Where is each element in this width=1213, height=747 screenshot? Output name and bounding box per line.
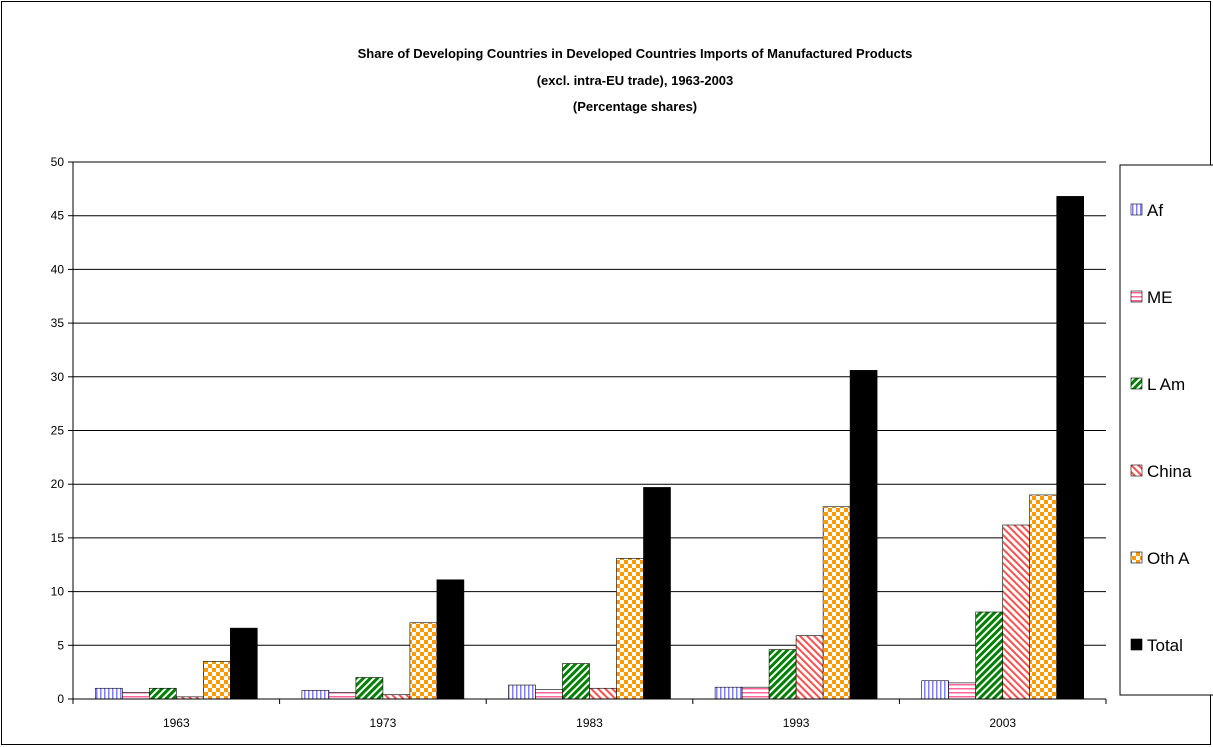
- legend-box: [1119, 164, 1213, 696]
- bar-total-2003: [1056, 196, 1084, 700]
- bar-l-am-1983: [562, 663, 590, 700]
- bar-l-am-1963: [149, 687, 177, 700]
- chart-title-line-2: (excl. intra-EU trade), 1963-2003: [537, 73, 734, 88]
- bar-total-1993: [849, 370, 878, 700]
- bar-total-1983: [643, 487, 671, 700]
- x-axis-tick-labels: 1963 1973 1983 1993 2003: [163, 716, 1016, 730]
- legend-label-af: Af: [1147, 201, 1163, 220]
- bar-me-1983: [535, 689, 563, 700]
- y-tick-label: 45: [51, 209, 65, 223]
- legend-swatch-oth-a: [1130, 551, 1143, 564]
- bar-oth-a-1993: [822, 506, 851, 700]
- legend: Af ME L Am China Oth A Total: [1119, 164, 1213, 696]
- axes: [72, 162, 1107, 704]
- y-tick-label: 25: [51, 424, 65, 438]
- legend-swatch-af: [1130, 203, 1143, 216]
- x-tick-label: 1993: [783, 716, 810, 730]
- legend-label-l-am: L Am: [1147, 375, 1185, 394]
- bar-af-1983: [508, 684, 536, 700]
- legend-label-me: ME: [1147, 288, 1173, 307]
- x-tick-label: 1963: [163, 716, 190, 730]
- bar-af-1963: [95, 687, 123, 700]
- legend-label-oth-a: Oth A: [1147, 549, 1190, 568]
- y-tick-label: 35: [51, 316, 65, 330]
- legend-label-total: Total: [1147, 636, 1183, 655]
- y-tick-label: 10: [51, 585, 65, 599]
- bar-china-1973: [382, 694, 411, 700]
- bar-me-1993: [741, 686, 770, 700]
- chart-title-line-3: (Percentage shares): [573, 99, 697, 114]
- bar-oth-a-2003: [1029, 494, 1057, 700]
- legend-swatch-total: [1130, 638, 1143, 651]
- bar-l-am-2003: [975, 611, 1004, 700]
- bar-af-1993: [714, 686, 743, 700]
- legend-label-china: China: [1147, 462, 1192, 481]
- bar-china-1993: [795, 635, 824, 700]
- legend-swatch-l-am: [1130, 377, 1143, 390]
- y-tick-label: 30: [51, 370, 65, 384]
- y-tick-label: 40: [51, 262, 65, 276]
- bar-china-2003: [1002, 524, 1031, 700]
- bar-total-1963: [230, 627, 258, 700]
- bars: [95, 196, 1084, 700]
- bar-af-1973: [301, 690, 330, 700]
- bar-l-am-1993: [768, 649, 797, 700]
- bar-me-1973: [328, 692, 357, 700]
- x-tick-label: 1973: [370, 716, 397, 730]
- bar-oth-a-1973: [409, 622, 438, 700]
- y-tick-label: 0: [57, 692, 64, 706]
- chart-title: Share of Developing Countries in Develop…: [358, 46, 913, 114]
- y-tick-label: 15: [51, 531, 65, 545]
- x-tick-label: 1983: [576, 716, 603, 730]
- y-tick-label: 50: [51, 155, 65, 169]
- bar-oth-a-1963: [203, 661, 231, 700]
- bar-af-2003: [921, 680, 950, 700]
- legend-swatch-me: [1130, 290, 1143, 303]
- legend-swatch-china: [1130, 464, 1143, 477]
- y-axis-tick-labels: 0 5 10 15 20 25 30 35 40 45 50: [51, 155, 65, 706]
- y-tick-label: 20: [51, 477, 65, 491]
- bar-me-2003: [948, 682, 977, 700]
- bar-l-am-1973: [355, 677, 384, 700]
- gridlines: [68, 161, 1106, 700]
- y-tick-label: 5: [57, 638, 64, 652]
- x-tick-label: 2003: [989, 716, 1016, 730]
- bar-me-1963: [122, 692, 150, 700]
- bar-total-1973: [436, 579, 465, 700]
- bar-oth-a-1983: [616, 558, 644, 700]
- chart-title-line-1: Share of Developing Countries in Develop…: [358, 46, 913, 61]
- bar-china-1983: [589, 687, 617, 700]
